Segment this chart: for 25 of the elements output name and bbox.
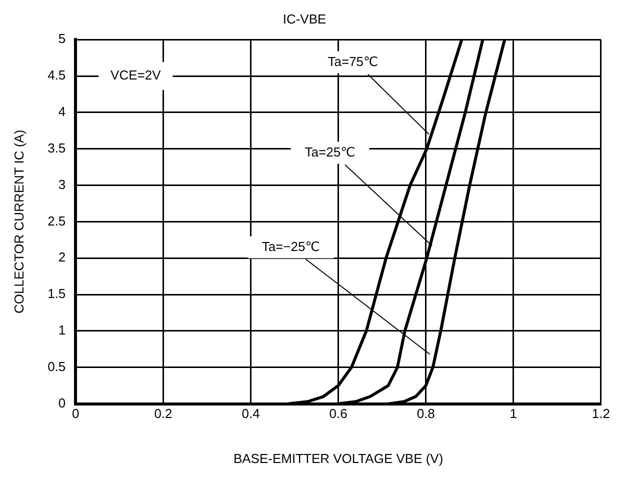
y-tick-label: 0.5 <box>48 358 66 374</box>
y-tick-label: 1 <box>58 322 66 338</box>
x-tick-label: 1 <box>510 406 518 422</box>
y-tick-label: 3 <box>58 176 66 192</box>
annotation: Ta=75℃ <box>328 54 378 69</box>
y-tick-label: 2 <box>58 250 66 265</box>
x-tick-label: 0.4 <box>242 406 260 422</box>
y-tick-label: 2.5 <box>48 213 66 228</box>
annotation: VCE=2V <box>110 68 162 83</box>
x-tick-label: 0 <box>72 406 80 422</box>
y-tick-label: 3.5 <box>48 140 66 156</box>
annotation: Ta=25℃ <box>304 144 356 160</box>
x-tick-label: 0.8 <box>416 406 435 422</box>
y-tick-label: 5 <box>58 31 66 46</box>
annotation: Ta=−25℃ <box>262 238 320 254</box>
chart-title: IC-VBE <box>282 11 326 26</box>
y-tick-label: 4 <box>58 104 66 120</box>
y-tick-label: 1.5 <box>48 286 66 302</box>
x-tick-label: 0.2 <box>154 406 172 422</box>
y-axis-title: COLLECTOR CURRENT IC (A) <box>11 130 26 314</box>
x-tick-label: 1.2 <box>592 406 610 422</box>
y-tick-label: 0 <box>58 395 66 410</box>
y-tick-label: 4.5 <box>48 68 66 83</box>
x-axis-title: BASE-EMITTER VOLTAGE VBE (V) <box>233 450 444 466</box>
x-tick-label: 0.6 <box>329 406 348 422</box>
